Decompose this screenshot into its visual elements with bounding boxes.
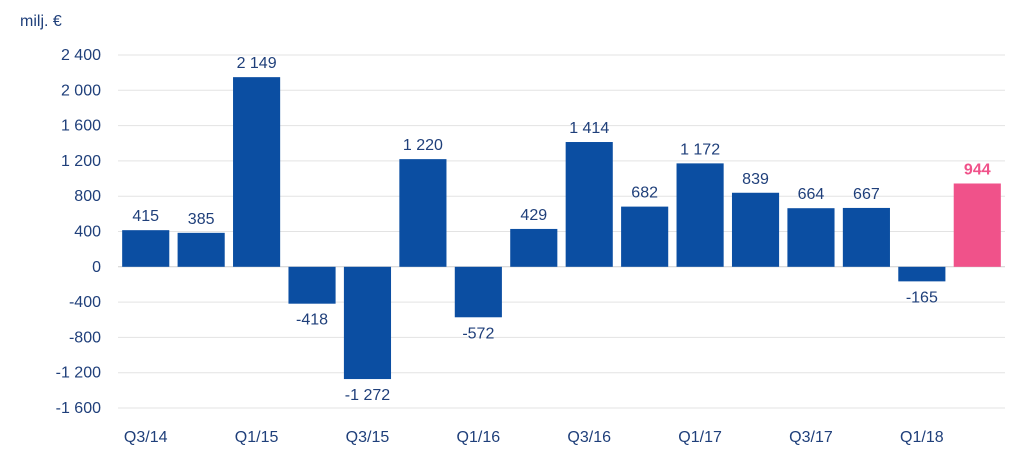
data-label: 429: [520, 207, 547, 224]
data-labels: 415 385 2 149 -418 -1 272 1 220 -572 429 1 414 68…: [132, 55, 990, 404]
y-tick-label: 2 000: [61, 82, 101, 99]
data-label: 667: [853, 186, 880, 203]
x-tick-label: Q3/15: [346, 429, 390, 446]
x-tick-label: Q1/17: [678, 429, 722, 446]
y-tick-label: 400: [74, 224, 101, 241]
y-tick-label: 1 600: [61, 118, 101, 135]
y-tick-label: -400: [69, 294, 101, 311]
bar: [233, 77, 281, 267]
data-label: 839: [742, 171, 769, 188]
bar: [510, 228, 558, 267]
data-label: 1 220: [403, 137, 443, 154]
y-unit-label: milj. €: [20, 13, 62, 30]
bar: [122, 230, 170, 267]
x-tick-label: Q3/17: [789, 429, 833, 446]
x-tick-label: Q1/15: [235, 429, 279, 446]
bar: [288, 266, 336, 304]
y-tick-label: 800: [74, 188, 101, 205]
x-axis-ticks: Q3/14 Q1/15 Q3/15 Q1/16 Q3/16 Q1/17 Q3/17 Q1/18: [124, 429, 944, 446]
data-label: 2 149: [237, 55, 277, 72]
x-tick-label: Q3/16: [567, 429, 611, 446]
y-tick-label: -1 600: [56, 400, 101, 417]
x-tick-label: Q1/18: [900, 429, 944, 446]
y-tick-label: 2 400: [61, 47, 101, 64]
data-label: -165: [906, 289, 938, 306]
y-axis-ticks: 2 400 2 000 1 600 1 200 800 400 0 -400 -800 -1 20…: [56, 47, 101, 417]
bar: [676, 163, 724, 267]
bars: [122, 77, 1001, 380]
bar: [898, 266, 946, 282]
x-tick-label: Q3/14: [124, 429, 168, 446]
bar: [621, 206, 669, 267]
y-tick-label: 0: [92, 259, 101, 276]
bar: [953, 183, 1001, 267]
data-label: 1 172: [680, 141, 720, 158]
y-tick-label: -800: [69, 329, 101, 346]
data-label: 385: [188, 211, 215, 228]
data-label: -418: [296, 312, 328, 329]
bar: [177, 232, 225, 267]
data-label: -1 272: [345, 387, 390, 404]
y-tick-label: -1 200: [56, 365, 101, 382]
bar: [399, 159, 447, 267]
bar: [787, 208, 835, 267]
bar: [731, 192, 780, 267]
data-label: 664: [798, 186, 825, 203]
data-label: 944: [964, 161, 991, 178]
data-label: -572: [462, 325, 494, 342]
data-label: 682: [631, 185, 658, 202]
data-label: 1 414: [569, 120, 609, 137]
bar: [842, 207, 890, 267]
bar: [343, 266, 392, 380]
bar: [565, 142, 613, 267]
x-tick-label: Q1/16: [457, 429, 501, 446]
data-label: 415: [132, 208, 159, 225]
bar: [454, 266, 502, 318]
y-tick-label: 1 200: [61, 153, 101, 170]
